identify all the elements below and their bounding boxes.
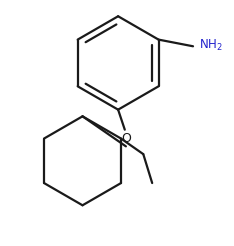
Text: NH$_2$: NH$_2$ [199, 38, 222, 53]
Text: O: O [121, 132, 131, 145]
